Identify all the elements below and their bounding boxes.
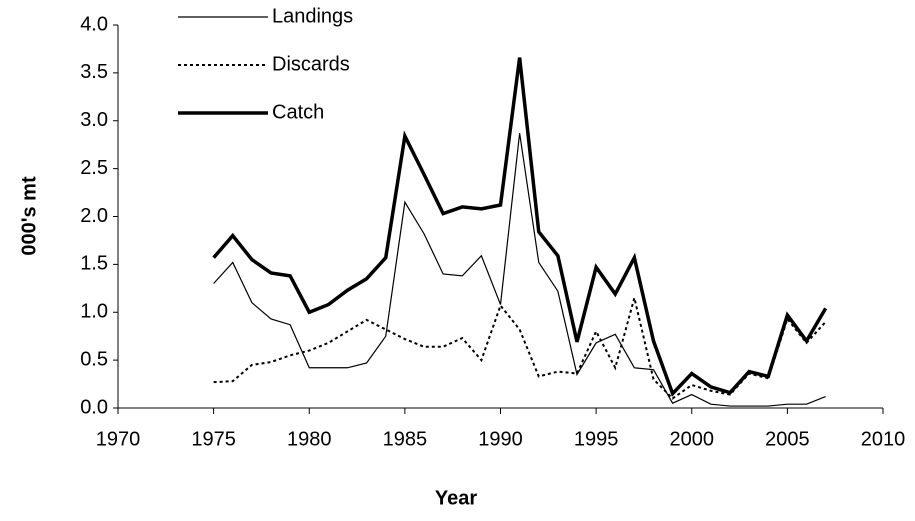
y-tick-label: 1.0 <box>80 301 108 323</box>
x-tick-label: 1970 <box>96 428 141 450</box>
line-series <box>213 133 826 407</box>
y-axis-label: 000's mt <box>18 176 40 256</box>
x-tick-label: 1985 <box>383 428 428 450</box>
line-series <box>212 57 828 397</box>
x-axis-label: Year <box>435 487 477 509</box>
x-tick-label: 1995 <box>574 428 619 450</box>
y-tick-label: 0.5 <box>80 348 108 370</box>
line-series <box>213 297 827 400</box>
y-tick-label: 1.5 <box>80 253 108 275</box>
x-tick-label: 1980 <box>287 428 332 450</box>
y-tick-label: 3.0 <box>80 109 108 131</box>
x-tick-label: 2010 <box>861 428 906 450</box>
y-tick-label: 4.0 <box>80 13 108 35</box>
x-tick-label: 1975 <box>191 428 236 450</box>
legend-label: Catch <box>272 101 324 123</box>
y-tick-label: 3.5 <box>80 61 108 83</box>
legend-label: Landings <box>272 5 353 27</box>
x-tick-label: 1990 <box>478 428 523 450</box>
y-tick-label: 0.0 <box>80 396 108 418</box>
legend-label: Discards <box>272 53 350 75</box>
y-tick-label: 2.0 <box>80 205 108 227</box>
x-tick-label: 2000 <box>670 428 715 450</box>
y-tick-label: 2.5 <box>80 157 108 179</box>
x-tick-label: 2005 <box>765 428 810 450</box>
